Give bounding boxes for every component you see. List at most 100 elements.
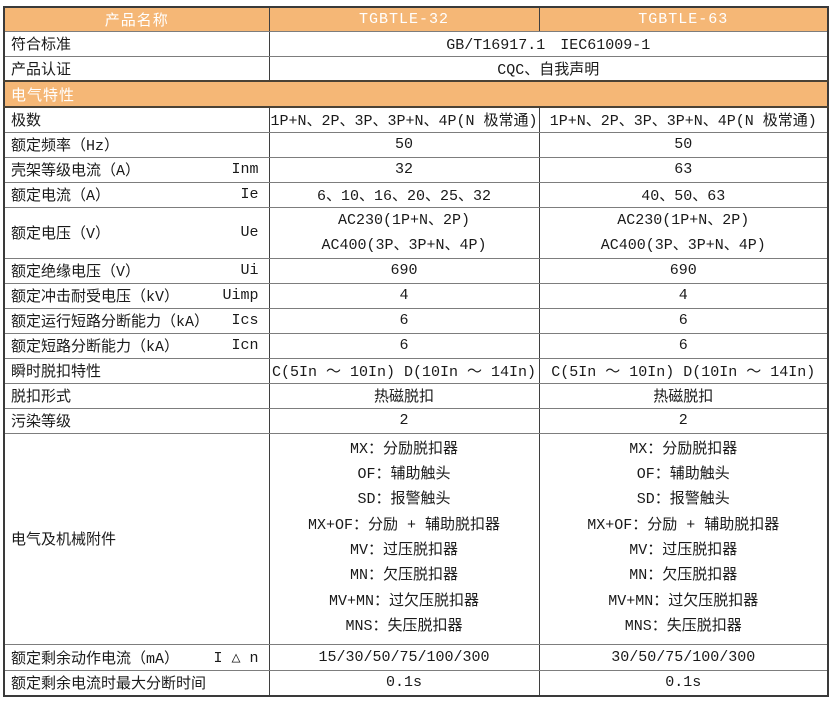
row-label-text: 额定绝缘电压（V） (11, 264, 141, 281)
row-label: 壳架等级电流（A） Inm (3, 156, 270, 183)
row-value-col1: 6、10、16、20、25、32 (268, 181, 540, 208)
row-value-col2: 30/50/75/100/300 (538, 643, 829, 671)
row-symbol: Ui (240, 262, 259, 279)
row-value-col2: 6 (538, 307, 829, 334)
voltage-line-1: AC230(1P+N、2P) (337, 211, 471, 229)
row-label: 符合标准 (3, 30, 270, 57)
row-value-col2: 热磁脱扣 (538, 382, 829, 409)
section-header-electrical: 电气特性 (3, 80, 829, 108)
row-poles: 极数 1P+N、2P、3P、3P+N、4P(N 极常通) 1P+N、2P、3P、… (3, 106, 829, 133)
row-label: 额定电压（V） Ue (3, 206, 270, 259)
row-label-text: 额定剩余动作电流（mA） (11, 650, 180, 668)
row-value-col2: 2 (538, 407, 829, 434)
accessory-item: MN：欠压脱扣器 (629, 567, 738, 585)
row-impulse-withstand-voltage: 额定冲击耐受电压（kV） Uimp 4 4 (3, 282, 829, 309)
row-rated-current: 额定电流（A） Ie 6、10、16、20、25、32 40、50、63 (3, 181, 829, 208)
row-value-col1: 50 (268, 131, 540, 158)
row-label: 额定冲击耐受电压（kV） Uimp (3, 282, 270, 309)
voltage-line-2: AC400(3P、3P+N、4P) (600, 236, 766, 254)
row-value-col1: 690 (268, 257, 540, 284)
row-trip-type: 脱扣形式 热磁脱扣 热磁脱扣 (3, 382, 829, 409)
row-value-col1: 2 (268, 407, 540, 434)
voltage-line-1: AC230(1P+N、2P) (617, 211, 750, 229)
row-residual-operating-current: 额定剩余动作电流（mA） I △ n 15/30/50/75/100/300 3… (3, 643, 829, 671)
row-label: 额定绝缘电压（V） Ui (3, 257, 270, 284)
voltage-line-2: AC400(3P、3P+N、4P) (321, 236, 487, 254)
accessory-item: MX：分励脱扣器 (629, 440, 738, 458)
row-value-col1: 0.1s (268, 669, 540, 697)
accessory-item: MX+OF：分励 + 辅助脱扣器 (587, 516, 780, 534)
row-rated-voltage: 额定电压（V） Ue AC230(1P+N、2P) AC400(3P、3P+N、… (3, 206, 829, 259)
row-accessories: 电气及机械附件 MX：分励脱扣器 OF：辅助触头 SD：报警触头 MX+OF：分… (3, 432, 829, 645)
row-label-text: 壳架等级电流（A） (11, 163, 141, 180)
accessory-item: MNS：失压脱扣器 (624, 618, 742, 636)
row-value: GB/T16917.1 IEC61009-1 (268, 30, 829, 57)
row-symbol: Inm (231, 161, 259, 178)
row-label: 电气及机械附件 (3, 432, 270, 645)
row-value-col2: 40、50、63 (538, 181, 829, 208)
row-value-col2: 50 (538, 131, 829, 158)
accessory-item: MV：过压脱扣器 (629, 542, 738, 560)
row-certification: 产品认证 CQC、自我声明 (3, 55, 829, 82)
row-value-col2: 6 (538, 332, 829, 359)
accessory-item: SD：报警触头 (357, 491, 451, 509)
row-value-col2: MX：分励脱扣器 OF：辅助触头 SD：报警触头 MX+OF：分励 + 辅助脱扣… (538, 432, 829, 645)
row-label: 额定剩余动作电流（mA） I △ n (3, 643, 270, 671)
accessory-item: OF：辅助触头 (357, 466, 451, 484)
row-value-col1: 6 (268, 307, 540, 334)
row-value-col2: 4 (538, 282, 829, 309)
row-symbol: Ie (240, 186, 259, 203)
row-standards: 符合标准 GB/T16917.1 IEC61009-1 (3, 30, 829, 57)
accessory-item: SD：报警触头 (636, 491, 730, 509)
row-value-col2: 63 (538, 156, 829, 183)
row-value-col1: 4 (268, 282, 540, 309)
model-header-tgbtle63: TGBTLE-63 (538, 6, 829, 32)
row-frame-current: 壳架等级电流（A） Inm 32 63 (3, 156, 829, 183)
row-symbol: I △ n (213, 649, 259, 667)
model-header-tgbtle32: TGBTLE-32 (268, 6, 540, 32)
row-label: 额定剩余电流时最大分断时间 (3, 669, 270, 697)
row-value: CQC、自我声明 (268, 55, 829, 82)
accessory-item: MX+OF：分励 + 辅助脱扣器 (307, 516, 500, 534)
row-value-col2: AC230(1P+N、2P) AC400(3P、3P+N、4P) (538, 206, 829, 259)
row-label: 额定运行短路分断能力（kA） Ics (3, 307, 270, 334)
row-label: 额定频率（Hz） (3, 131, 270, 158)
row-symbol: Ue (240, 224, 259, 241)
row-value-col2: 0.1s (538, 669, 829, 697)
product-name-header: 产品名称 (3, 6, 270, 32)
row-value-col1: AC230(1P+N、2P) AC400(3P、3P+N、4P) (268, 206, 540, 259)
row-label: 额定电流（A） Ie (3, 181, 270, 208)
table-header-row: 产品名称 TGBTLE-32 TGBTLE-63 (3, 6, 829, 32)
row-label: 瞬时脱扣特性 (3, 357, 270, 384)
row-insulation-voltage: 额定绝缘电压（V） Ui 690 690 (3, 257, 829, 284)
row-instantaneous-trip: 瞬时脱扣特性 C(5In ～ 10In) D(10In ～ 14In) C(5I… (3, 357, 829, 384)
row-label: 产品认证 (3, 55, 270, 82)
row-symbol: Icn (231, 337, 259, 354)
row-symbol: Ics (231, 312, 259, 329)
row-value-col1: C(5In ～ 10In) D(10In ～ 14In) (268, 357, 540, 384)
row-value-col2: 690 (538, 257, 829, 284)
accessory-item: MN：欠压脱扣器 (349, 567, 458, 585)
row-value-col1: 6 (268, 332, 540, 359)
row-label-text: 额定电流（A） (11, 188, 111, 205)
accessory-item: MX：分励脱扣器 (349, 440, 458, 458)
row-label: 额定短路分断能力（kA） Icn (3, 332, 270, 359)
accessory-item: OF：辅助触头 (636, 466, 730, 484)
row-value-col2: C(5In ～ 10In) D(10In ～ 14In) (538, 357, 829, 384)
row-value-col1: 热磁脱扣 (268, 382, 540, 409)
row-value-col1: 1P+N、2P、3P、3P+N、4P(N 极常通) (268, 106, 540, 133)
row-label: 极数 (3, 106, 270, 133)
row-value-col1: 15/30/50/75/100/300 (268, 643, 540, 671)
accessory-item: MV+MN：过欠压脱扣器 (608, 592, 759, 610)
row-ultimate-breaking-capacity: 额定短路分断能力（kA） Icn 6 6 (3, 332, 829, 359)
row-value-col2: 1P+N、2P、3P、3P+N、4P(N 极常通) (538, 106, 829, 133)
row-max-breaking-time: 额定剩余电流时最大分断时间 0.1s 0.1s (3, 669, 829, 697)
row-label-text: 额定电压（V） (11, 226, 111, 243)
accessory-item: MV：过压脱扣器 (349, 542, 458, 560)
row-label-text: 额定运行短路分断能力（kA） (11, 314, 210, 331)
accessory-item: MNS：失压脱扣器 (345, 618, 463, 636)
accessory-item: MV+MN：过欠压脱扣器 (328, 592, 479, 610)
row-pollution-degree: 污染等级 2 2 (3, 407, 829, 434)
row-label-text: 额定冲击耐受电压（kV） (11, 289, 180, 306)
